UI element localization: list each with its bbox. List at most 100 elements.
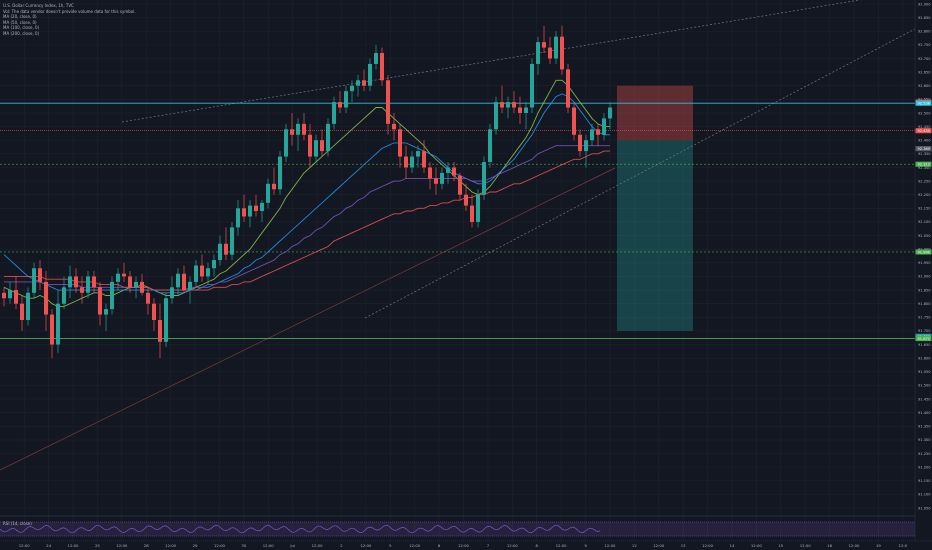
- price-tag[interactable]: 91.990: [915, 249, 932, 255]
- candle-body: [320, 140, 324, 152]
- candle: [26, 287, 30, 326]
- candle: [566, 63, 570, 113]
- legend-ma20[interactable]: MA (20, close, 0): [3, 14, 37, 19]
- candle: [584, 134, 588, 168]
- price-tag[interactable]: 92.435: [915, 128, 932, 134]
- candle: [140, 273, 144, 296]
- lower-channel-line[interactable]: [364, 19, 932, 319]
- time-axis[interactable]: 12:00 24 12:00 25 12:00 28 12:00 29 12:00 30 12:00…: [0, 540, 932, 550]
- legend-title[interactable]: U.S. Dollar Currency Index, 1h, TVC: [3, 3, 74, 8]
- rsi-label[interactable]: RSI (14, close): [3, 521, 32, 526]
- candle-body: [44, 281, 48, 315]
- candle-body: [542, 42, 546, 48]
- time-tick: 24: [46, 543, 51, 548]
- candle-body: [122, 273, 126, 277]
- price-tick: 91.700: [918, 329, 931, 333]
- time-tick: 12:00: [604, 543, 616, 548]
- candle: [494, 96, 498, 135]
- time-tick: 29: [193, 543, 198, 548]
- candle-body: [80, 287, 84, 293]
- candle: [572, 102, 576, 141]
- horizontal-levels[interactable]: [0, 102, 915, 339]
- candle: [242, 194, 246, 222]
- candle: [272, 167, 276, 195]
- candle: [608, 102, 612, 130]
- take-profit-zone[interactable]: [617, 140, 693, 331]
- time-tick: 15: [778, 543, 783, 548]
- candle: [428, 162, 432, 190]
- price-tick: 92.350: [918, 152, 931, 156]
- candle-body: [428, 167, 432, 179]
- candle: [476, 189, 480, 228]
- legend-ma100[interactable]: MA (100, close, 0): [3, 25, 40, 30]
- candle-body: [212, 260, 216, 269]
- time-tick: 9: [584, 543, 587, 548]
- candle-body: [476, 194, 480, 222]
- time-tick: 7: [487, 543, 490, 548]
- candle-body: [434, 178, 438, 184]
- price-tag-label: 92.369: [918, 147, 931, 151]
- legend-ma200[interactable]: MA (200, close, 0): [3, 30, 40, 36]
- time-axis-bg[interactable]: [0, 541, 932, 550]
- candle: [56, 290, 60, 353]
- candle: [482, 156, 486, 201]
- candle-body: [284, 129, 288, 157]
- candle: [260, 200, 264, 222]
- stop-loss-zone[interactable]: [617, 85, 693, 141]
- candle: [410, 151, 414, 173]
- candle-body: [356, 80, 360, 86]
- candle: [500, 85, 504, 113]
- candle: [314, 134, 318, 163]
- price-tag[interactable]: 92.312: [915, 161, 932, 167]
- candle-body: [398, 129, 402, 157]
- candle-body: [50, 314, 54, 345]
- price-axis[interactable]: 92.900 92.850 92.800 92.750 92.700 92.650 92.6…: [914, 0, 932, 541]
- candle-body: [236, 208, 240, 228]
- candle-body: [110, 281, 114, 310]
- time-tick: 12:00: [702, 543, 714, 548]
- price-tag-label: 92.312: [918, 163, 931, 167]
- candle: [320, 129, 324, 157]
- candle-body: [200, 265, 204, 277]
- ma-line-1: [3, 93, 610, 294]
- time-tick: Jul: [289, 543, 295, 548]
- candle: [8, 281, 12, 304]
- legend-ma50[interactable]: MA (50, close, 0): [3, 19, 37, 25]
- candle-body: [464, 194, 468, 206]
- candle: [380, 47, 384, 86]
- candle: [464, 183, 468, 212]
- candle-body: [344, 91, 348, 108]
- candle-body: [128, 276, 132, 288]
- position-zones[interactable]: [617, 85, 693, 331]
- candle: [266, 178, 270, 209]
- candle: [530, 58, 534, 113]
- candle: [44, 270, 48, 331]
- time-tick: 12:00: [116, 543, 128, 548]
- price-tick: 91.150: [918, 479, 931, 483]
- price-tag[interactable]: 92.536: [915, 100, 932, 106]
- candle: [218, 235, 222, 266]
- candle-body: [188, 281, 192, 291]
- candle: [158, 303, 162, 359]
- candle: [440, 167, 444, 190]
- trendlines[interactable]: [0, 0, 932, 471]
- candle: [92, 270, 96, 293]
- time-tick: 12:00: [165, 543, 177, 548]
- candle: [470, 194, 474, 228]
- legend-volume-note: Vol: The data vendor doesn't provide vol…: [3, 8, 136, 14]
- rsi-band: [0, 522, 915, 536]
- price-tag[interactable]: 92.369: [915, 146, 932, 152]
- candle-body: [98, 287, 102, 315]
- candle-body: [14, 290, 18, 304]
- candle: [578, 129, 582, 157]
- price-tick: 91.250: [918, 452, 931, 456]
- upper-channel-line[interactable]: [121, 0, 932, 123]
- candle-body: [590, 129, 594, 141]
- price-axis-bg[interactable]: [915, 0, 932, 541]
- rising-support-line[interactable]: [0, 167, 616, 471]
- price-tag[interactable]: 91.672: [915, 335, 932, 342]
- candle: [98, 281, 102, 326]
- price-tick: 91.800: [918, 302, 931, 306]
- chart-legend: U.S. Dollar Currency Index, 1h, TVC Vol:…: [3, 3, 136, 36]
